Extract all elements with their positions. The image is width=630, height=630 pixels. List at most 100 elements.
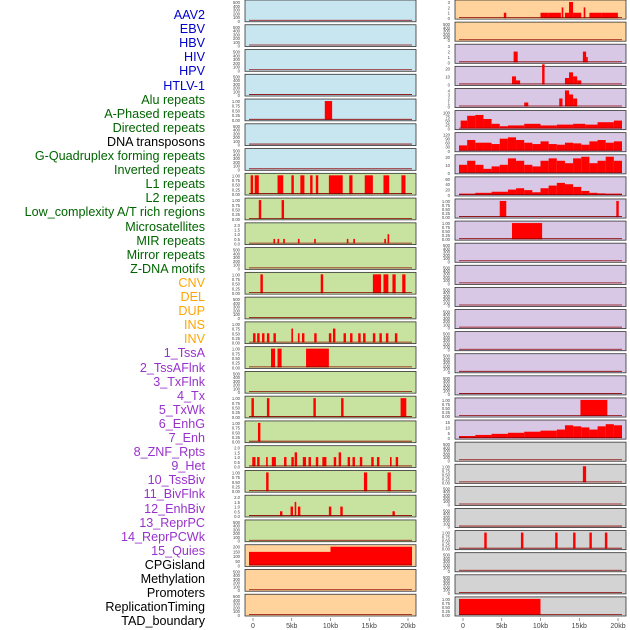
data-bar bbox=[556, 144, 565, 151]
data-bar bbox=[475, 114, 484, 129]
y-tick-label: 500 bbox=[443, 553, 451, 558]
y-tick-label: 0 bbox=[448, 370, 451, 375]
y-tick-label: 500 bbox=[233, 149, 241, 154]
x-tick-label: 10kb bbox=[533, 623, 548, 630]
y-tick-label: 0.75 bbox=[232, 203, 241, 208]
y-tick-label: 500 bbox=[233, 74, 241, 79]
data-bar bbox=[520, 532, 524, 549]
y-tick-label: 300 bbox=[233, 32, 241, 37]
y-tick-label: 10 bbox=[445, 163, 450, 168]
y-tick-label: 0.50 bbox=[232, 207, 241, 212]
data-bar bbox=[297, 333, 300, 343]
y-tick-label: 0.00 bbox=[442, 613, 451, 618]
y-tick-label: 1.5 bbox=[234, 450, 240, 455]
data-bar bbox=[503, 12, 507, 19]
data-bar bbox=[605, 424, 614, 439]
data-bar bbox=[577, 80, 582, 85]
y-tick-label: 20 bbox=[445, 188, 450, 193]
data-bar bbox=[573, 532, 576, 549]
data-bar bbox=[589, 192, 598, 195]
data-bar bbox=[484, 532, 487, 549]
y-tick-label: 0.00 bbox=[232, 489, 241, 494]
data-bar bbox=[564, 184, 574, 195]
y-tick-label: 500 bbox=[233, 0, 241, 5]
y-tick-label: 200 bbox=[443, 253, 451, 258]
y-tick-label: 0 bbox=[238, 93, 241, 98]
y-tick-label: 300 bbox=[443, 316, 451, 321]
data-bar bbox=[281, 200, 285, 219]
y-tick-label: 0.50 bbox=[232, 282, 241, 287]
y-tick-label: 2.0 bbox=[234, 446, 240, 451]
panel-background bbox=[454, 309, 627, 330]
y-tick-label: 200 bbox=[443, 385, 451, 390]
y-tick-label: 200 bbox=[443, 452, 451, 457]
y-tick-label: 90 bbox=[445, 137, 450, 142]
y-tick-label: 500 bbox=[443, 442, 451, 447]
data-bar bbox=[597, 122, 614, 129]
y-tick-label: 200 bbox=[233, 160, 241, 165]
data-bar bbox=[581, 156, 590, 173]
data-bar bbox=[363, 472, 368, 492]
data-bar bbox=[564, 12, 570, 19]
y-tick-label: 300 bbox=[233, 305, 241, 310]
data-bar bbox=[383, 274, 389, 294]
data-bar bbox=[467, 160, 476, 173]
data-bar bbox=[597, 160, 606, 173]
data-bar bbox=[467, 115, 476, 129]
y-tick-label: 1.00 bbox=[232, 396, 241, 401]
y-tick-label: 3 bbox=[448, 44, 451, 49]
data-bar bbox=[573, 143, 582, 151]
data-bar bbox=[459, 435, 476, 439]
track-label: 13_ReprPC bbox=[139, 515, 205, 530]
y-tick-label: 2 bbox=[448, 96, 451, 101]
y-tick-label: 2.0 bbox=[234, 495, 240, 500]
data-bar bbox=[314, 238, 316, 244]
data-bar bbox=[330, 546, 412, 566]
y-tick-label: 0.75 bbox=[232, 351, 241, 356]
data-bar bbox=[524, 164, 533, 173]
data-bar bbox=[499, 200, 507, 218]
y-tick-label: 1.5 bbox=[234, 500, 240, 505]
data-bar bbox=[371, 457, 374, 467]
y-tick-label: 0.75 bbox=[442, 203, 451, 208]
data-bar bbox=[564, 77, 570, 85]
data-bar bbox=[249, 551, 331, 566]
track-label: Promoters bbox=[146, 586, 205, 601]
data-bar bbox=[300, 175, 305, 195]
track-label: 5_TxWk bbox=[158, 402, 205, 417]
y-tick-label: 500 bbox=[233, 297, 241, 302]
y-tick-label: 1.00 bbox=[232, 173, 241, 178]
y-tick-label: 0.50 bbox=[232, 183, 241, 188]
y-tick-label: 0 bbox=[448, 502, 451, 507]
data-bar bbox=[499, 164, 508, 173]
y-tick-label: 300 bbox=[443, 272, 451, 277]
y-tick-label: 0 bbox=[448, 348, 451, 353]
y-tick-label: 4 bbox=[448, 88, 451, 93]
data-bar bbox=[613, 120, 622, 129]
y-tick-label: 0.50 bbox=[232, 108, 241, 113]
data-bar bbox=[392, 274, 396, 294]
y-tick-label: 25 bbox=[445, 123, 450, 128]
data-bar bbox=[252, 457, 256, 467]
y-tick-label: 100 bbox=[443, 300, 451, 305]
y-tick-label: 30 bbox=[445, 145, 450, 150]
data-bar bbox=[297, 238, 300, 244]
y-tick-label: 400 bbox=[233, 251, 241, 256]
data-bar bbox=[507, 189, 517, 195]
y-tick-label: 200 bbox=[443, 496, 451, 501]
data-bar bbox=[540, 160, 549, 173]
track-label: ReplicationTiming bbox=[105, 600, 205, 615]
data-bar bbox=[589, 532, 592, 549]
data-bar bbox=[291, 457, 294, 467]
y-tick-label: 500 bbox=[233, 594, 241, 599]
y-tick-label: 1.00 bbox=[442, 199, 451, 204]
y-tick-label: 0.25 bbox=[232, 435, 241, 440]
y-tick-label: 0.00 bbox=[232, 415, 241, 420]
y-tick-label: 0.50 bbox=[232, 406, 241, 411]
data-bar bbox=[372, 333, 376, 343]
data-bar bbox=[277, 348, 282, 368]
data-bar bbox=[340, 506, 343, 516]
data-bar bbox=[254, 175, 259, 195]
data-bar bbox=[459, 164, 468, 173]
y-tick-label: 200 bbox=[443, 518, 451, 523]
